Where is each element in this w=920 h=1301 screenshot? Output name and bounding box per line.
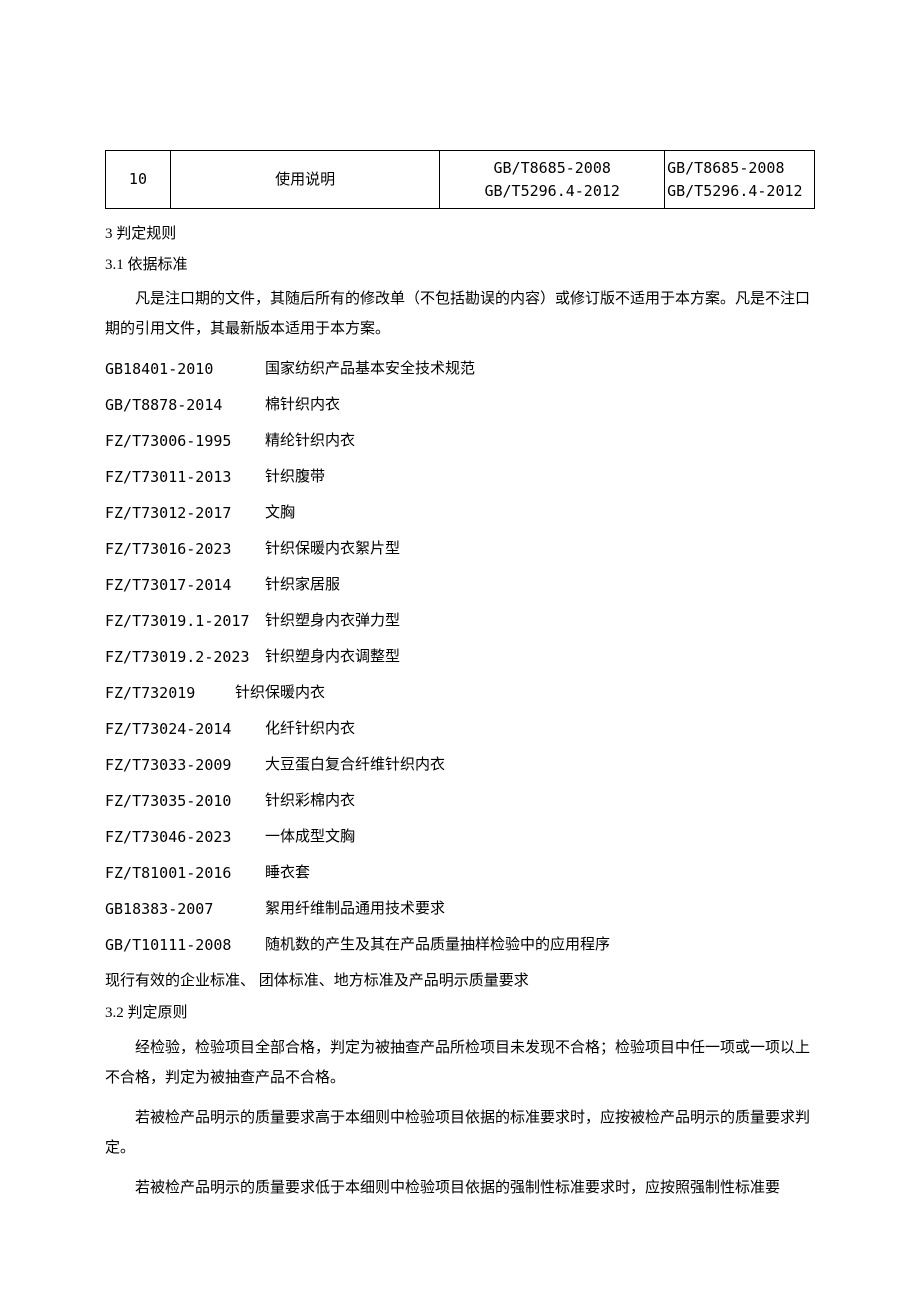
subsection-heading: 3.2 判定原则 (105, 1002, 815, 1025)
standard-code: FZ/T73019.1-2017 (105, 606, 265, 636)
standard-name: 随机数的产生及其在产品质量抽样检验中的应用程序 (265, 930, 815, 960)
row-number-cell: 10 (106, 151, 171, 209)
standard-row: FZ/T73017-2014针织家居服 (105, 570, 815, 600)
standard-row: GB/T10111-2008随机数的产生及其在产品质量抽样检验中的应用程序 (105, 930, 815, 960)
standard-row: FZ/T73011-2013针织腹带 (105, 462, 815, 492)
standard-name: 针织彩棉内衣 (265, 786, 815, 816)
standard-name: 大豆蛋白复合纤维针织内衣 (265, 750, 815, 780)
standard-name: 针织塑身内衣调整型 (265, 642, 815, 672)
standard-code: FZ/T73033-2009 (105, 750, 265, 780)
standard-name: 国家纺织产品基本安全技术规范 (265, 354, 815, 384)
body-paragraph: 凡是注口期的文件，其随后所有的修改单（不包括勘误的内容）或修订版不适用于本方案。… (105, 284, 815, 344)
standard-row: GB/T8878-2014棉针织内衣 (105, 390, 815, 420)
standards-list: GB18401-2010国家纺织产品基本安全技术规范GB/T8878-2014棉… (105, 354, 815, 960)
judgment-standard-cell: GB/T8685-2008 GB/T5296.4-2012 (665, 151, 815, 209)
std-line: GB/T5296.4-2012 (444, 180, 660, 203)
standard-row: GB18401-2010国家纺织产品基本安全技术规范 (105, 354, 815, 384)
body-paragraph: 经检验，检验项目全部合格，判定为被抽查产品所检项目未发现不合格；检验项目中任一项… (105, 1033, 815, 1093)
standard-name: 针织保暖内衣 (235, 678, 815, 708)
standard-row: GB18383-2007絮用纤维制品通用技术要求 (105, 894, 815, 924)
standard-code: FZ/T73006-1995 (105, 426, 265, 456)
std-line: GB/T8685-2008 (667, 157, 810, 180)
standard-code: FZ/T732019 (105, 678, 235, 708)
standard-name: 针织腹带 (265, 462, 815, 492)
standard-name: 化纤针织内衣 (265, 714, 815, 744)
note-line: 现行有效的企业标准、 团体标准、地方标准及产品明示质量要求 (105, 966, 815, 996)
standard-row: FZ/T81001-2016睡衣套 (105, 858, 815, 888)
standard-name: 针织家居服 (265, 570, 815, 600)
standard-row: FZ/T73019.1-2017针织塑身内衣弹力型 (105, 606, 815, 636)
subsection-heading: 3.1 依据标准 (105, 254, 815, 277)
standards-table: 10 使用说明 GB/T8685-2008 GB/T5296.4-2012 GB… (105, 150, 815, 209)
standard-code: GB18383-2007 (105, 894, 265, 924)
standard-name: 棉针织内衣 (265, 390, 815, 420)
standard-code: FZ/T73035-2010 (105, 786, 265, 816)
standard-row: FZ/T73019.2-2023针织塑身内衣调整型 (105, 642, 815, 672)
body-paragraph: 若被检产品明示的质量要求高于本细则中检验项目依据的标准要求时，应按被检产品明示的… (105, 1103, 815, 1163)
standard-code: FZ/T73046-2023 (105, 822, 265, 852)
standard-code: GB18401-2010 (105, 354, 265, 384)
standard-row: FZ/T73024-2014化纤针织内衣 (105, 714, 815, 744)
body-paragraph: 若被检产品明示的质量要求低于本细则中检验项目依据的强制性标准要求时，应按照强制性… (105, 1173, 815, 1203)
standard-name: 精纶针织内衣 (265, 426, 815, 456)
standard-row: FZ/T73016-2023针织保暖内衣絮片型 (105, 534, 815, 564)
standard-code: FZ/T73016-2023 (105, 534, 265, 564)
standard-row: FZ/T73033-2009大豆蛋白复合纤维针织内衣 (105, 750, 815, 780)
standard-name: 文胸 (265, 498, 815, 528)
standard-code: GB/T10111-2008 (105, 930, 265, 960)
std-line: GB/T5296.4-2012 (667, 180, 810, 203)
standard-name: 针织塑身内衣弹力型 (265, 606, 815, 636)
standard-name: 絮用纤维制品通用技术要求 (265, 894, 815, 924)
standard-code: FZ/T73011-2013 (105, 462, 265, 492)
section-heading: 3 判定规则 (105, 223, 815, 246)
standard-row: FZ/T73046-2023一体成型文胸 (105, 822, 815, 852)
item-name-cell: 使用说明 (170, 151, 439, 209)
standard-code: FZ/T73019.2-2023 (105, 642, 265, 672)
standard-code: FZ/T73017-2014 (105, 570, 265, 600)
standard-name: 一体成型文胸 (265, 822, 815, 852)
std-line: GB/T8685-2008 (444, 157, 660, 180)
standard-code: FZ/T73012-2017 (105, 498, 265, 528)
standard-row: FZ/T73006-1995精纶针织内衣 (105, 426, 815, 456)
method-standard-cell: GB/T8685-2008 GB/T5296.4-2012 (440, 151, 665, 209)
standard-row: FZ/T732019针织保暖内衣 (105, 678, 815, 708)
standard-name: 睡衣套 (265, 858, 815, 888)
standard-row: FZ/T73035-2010针织彩棉内衣 (105, 786, 815, 816)
standard-code: FZ/T81001-2016 (105, 858, 265, 888)
standard-code: FZ/T73024-2014 (105, 714, 265, 744)
standard-name: 针织保暖内衣絮片型 (265, 534, 815, 564)
table-row: 10 使用说明 GB/T8685-2008 GB/T5296.4-2012 GB… (106, 151, 815, 209)
standard-code: GB/T8878-2014 (105, 390, 265, 420)
standard-row: FZ/T73012-2017文胸 (105, 498, 815, 528)
